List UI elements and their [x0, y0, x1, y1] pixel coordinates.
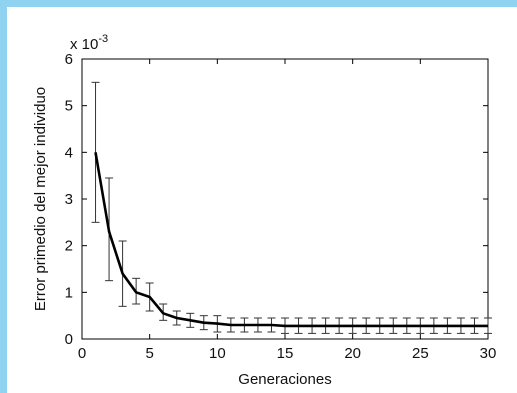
x-tick-label: 15	[277, 345, 294, 362]
y-tick-label: 2	[65, 238, 73, 255]
x-tick-label: 20	[344, 345, 361, 362]
y-scale-label: x 10-3	[70, 33, 108, 53]
y-tick-label: 3	[65, 191, 73, 208]
axis-ticks: 0 5 10 15 20 25 30 0 1 2 3 4 5 6	[65, 51, 497, 362]
y-tick-label: 1	[65, 284, 73, 301]
x-tick-label: 5	[145, 345, 153, 362]
y-tick-label: 0	[65, 331, 73, 348]
x-tick-label: 30	[480, 345, 497, 362]
frame-border-top	[0, 0, 517, 7]
x-tick-label: 0	[78, 345, 86, 362]
frame-border-left	[0, 0, 7, 393]
series-line	[94, 152, 488, 328]
y-axis-label: Error primedio del mejor individuo	[32, 87, 49, 311]
x-axis-label: Generaciones	[238, 371, 331, 388]
y-scale-exponent: -3	[98, 33, 108, 45]
x-tick-label: 10	[209, 345, 226, 362]
error-bars	[91, 81, 492, 334]
y-tick-label: 4	[65, 144, 73, 161]
y-tick-label: 5	[65, 98, 73, 115]
y-tick-label: 6	[65, 51, 73, 68]
plot-area	[81, 58, 489, 340]
x-tick-label: 25	[412, 345, 429, 362]
